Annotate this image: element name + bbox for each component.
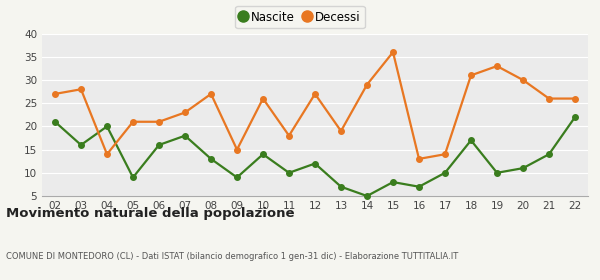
Nascite [286, 171, 293, 174]
Decessi [389, 50, 397, 54]
Nascite [337, 185, 344, 188]
Decessi [364, 83, 371, 86]
Decessi [337, 129, 344, 133]
Decessi [493, 64, 500, 68]
Decessi [103, 153, 110, 156]
Decessi [52, 92, 59, 95]
Decessi [130, 120, 137, 123]
Nascite [155, 143, 163, 147]
Decessi [286, 134, 293, 137]
Decessi [77, 88, 85, 91]
Nascite [233, 176, 241, 179]
Nascite [130, 176, 137, 179]
Nascite [364, 194, 371, 198]
Nascite [545, 153, 553, 156]
Nascite [259, 153, 266, 156]
Nascite [467, 139, 475, 142]
Line: Nascite: Nascite [52, 114, 578, 199]
Decessi [259, 97, 266, 100]
Decessi [442, 153, 449, 156]
Text: Movimento naturale della popolazione: Movimento naturale della popolazione [6, 207, 295, 220]
Nascite [520, 167, 527, 170]
Decessi [415, 157, 422, 160]
Decessi [467, 74, 475, 77]
Text: COMUNE DI MONTEDORO (CL) - Dati ISTAT (bilancio demografico 1 gen-31 dic) - Elab: COMUNE DI MONTEDORO (CL) - Dati ISTAT (b… [6, 252, 458, 261]
Nascite [77, 143, 85, 147]
Line: Decessi: Decessi [52, 49, 578, 162]
Decessi [545, 97, 553, 100]
Nascite [389, 180, 397, 184]
Nascite [52, 120, 59, 123]
Nascite [571, 115, 578, 119]
Legend: Nascite, Decessi: Nascite, Decessi [235, 6, 365, 28]
Nascite [208, 157, 215, 160]
Decessi [181, 111, 188, 114]
Decessi [571, 97, 578, 100]
Decessi [233, 148, 241, 151]
Decessi [311, 92, 319, 95]
Decessi [208, 92, 215, 95]
Nascite [181, 134, 188, 137]
Decessi [155, 120, 163, 123]
Nascite [311, 162, 319, 165]
Nascite [493, 171, 500, 174]
Nascite [415, 185, 422, 188]
Nascite [103, 125, 110, 128]
Nascite [442, 171, 449, 174]
Decessi [520, 78, 527, 82]
